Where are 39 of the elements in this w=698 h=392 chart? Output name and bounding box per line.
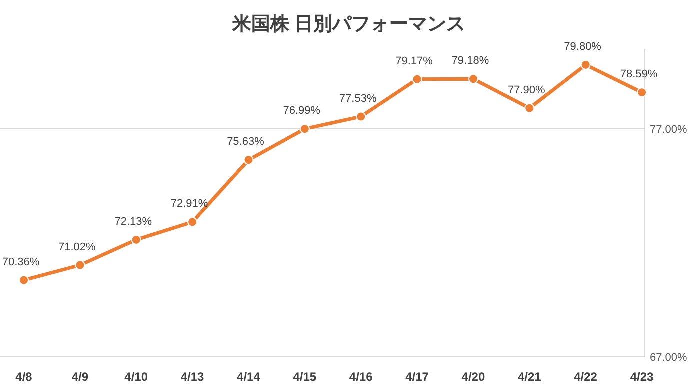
data-label: 72.91% [170, 198, 208, 210]
data-label: 79.17% [396, 55, 434, 68]
x-tick-label: 4/17 [406, 370, 430, 384]
data-label: 76.99% [283, 105, 321, 118]
data-label: 75.63% [227, 136, 265, 148]
point [412, 74, 422, 84]
data-label: 79.80% [564, 40, 602, 53]
point [75, 260, 86, 270]
point [188, 217, 198, 228]
data-label: 78.59% [620, 68, 658, 81]
point [468, 74, 478, 84]
x-tick-label: 4/22 [574, 370, 598, 384]
x-tick-label: 4/13 [180, 370, 205, 384]
data-label: 79.18% [452, 55, 490, 68]
x-tick-label: 4/14 [237, 370, 261, 384]
data-label: 77.53% [339, 92, 377, 105]
data-label: 77.90% [508, 84, 546, 96]
x-tick-label: 4/15 [293, 370, 317, 384]
x-tick-label: 4/9 [72, 370, 89, 384]
point [524, 103, 535, 114]
y-tick-label: 77.00% [650, 124, 688, 136]
point [244, 155, 254, 166]
data-label: 72.13% [114, 216, 152, 228]
x-tick-label: 4/21 [518, 370, 542, 384]
data-label: 71.02% [58, 241, 96, 254]
point [637, 88, 647, 98]
x-tick-label: 4/8 [16, 370, 33, 384]
point [300, 124, 310, 134]
point [19, 275, 29, 286]
point [356, 112, 366, 122]
y-tick-label: 67.00% [650, 352, 688, 364]
x-tick-label: 4/16 [349, 370, 374, 384]
point [131, 234, 142, 245]
point [580, 60, 591, 70]
chart-title: 米国株 日別パフォーマンス [231, 13, 466, 35]
x-tick-label: 4/10 [124, 370, 148, 384]
x-tick-label: 4/20 [462, 370, 486, 384]
data-label: 70.36% [2, 256, 40, 268]
x-tick-label: 4/23 [630, 370, 654, 384]
